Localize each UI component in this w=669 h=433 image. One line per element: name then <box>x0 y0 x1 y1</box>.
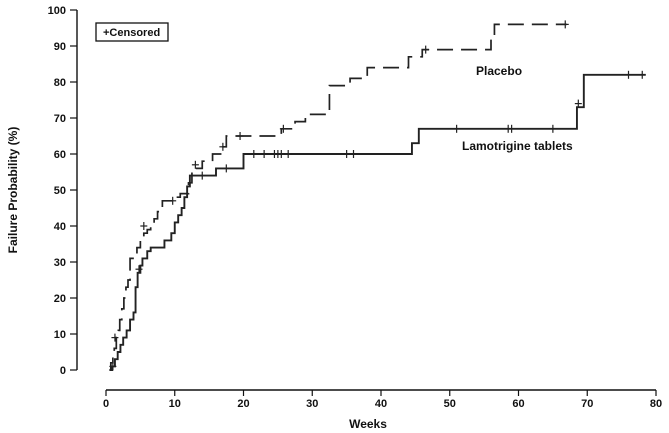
ticks-layer: 0 10 20 30 40 50 60 70 80 90 100 0 10 20 30 40 50 60 70 80 <box>48 5 662 410</box>
x-tick-label: 60 <box>512 398 524 410</box>
legend-censored-label: +Censored <box>103 27 160 39</box>
x-tick-label: 30 <box>306 398 318 410</box>
legend-box: +Censored <box>95 22 169 42</box>
x-tick-label: 10 <box>169 398 181 410</box>
series-layer <box>109 23 646 371</box>
y-tick-label: 90 <box>54 41 66 53</box>
x-tick-label: 20 <box>237 398 249 410</box>
y-tick-label: 60 <box>54 149 66 161</box>
y-tick-label: 20 <box>54 293 66 305</box>
y-tick-label: 0 <box>60 365 66 377</box>
legend-frame <box>95 22 169 42</box>
y-tick-label: 100 <box>48 5 66 17</box>
x-tick-label: 50 <box>444 398 456 410</box>
x-tick-label: 80 <box>650 398 662 410</box>
series-label-lamotrigine: Lamotrigine tablets <box>462 139 573 153</box>
y-tick-label: 30 <box>54 257 66 269</box>
x-axis-title: Weeks <box>349 417 387 431</box>
placebo-curve <box>109 23 567 371</box>
censor-layer <box>109 20 646 371</box>
y-tick-label: 80 <box>54 77 66 89</box>
x-tick-label: 0 <box>103 398 109 410</box>
y-tick-label: 40 <box>54 221 66 233</box>
y-tick-label: 50 <box>54 185 66 197</box>
x-tick-label: 40 <box>375 398 387 410</box>
series-label-placebo: Placebo <box>476 64 522 78</box>
y-axis-title: Failure Probability (%) <box>6 127 20 254</box>
x-tick-label: 70 <box>581 398 593 410</box>
y-tick-label: 10 <box>54 329 66 341</box>
lamotrigine-curve <box>109 73 646 371</box>
y-tick-label: 70 <box>54 113 66 125</box>
